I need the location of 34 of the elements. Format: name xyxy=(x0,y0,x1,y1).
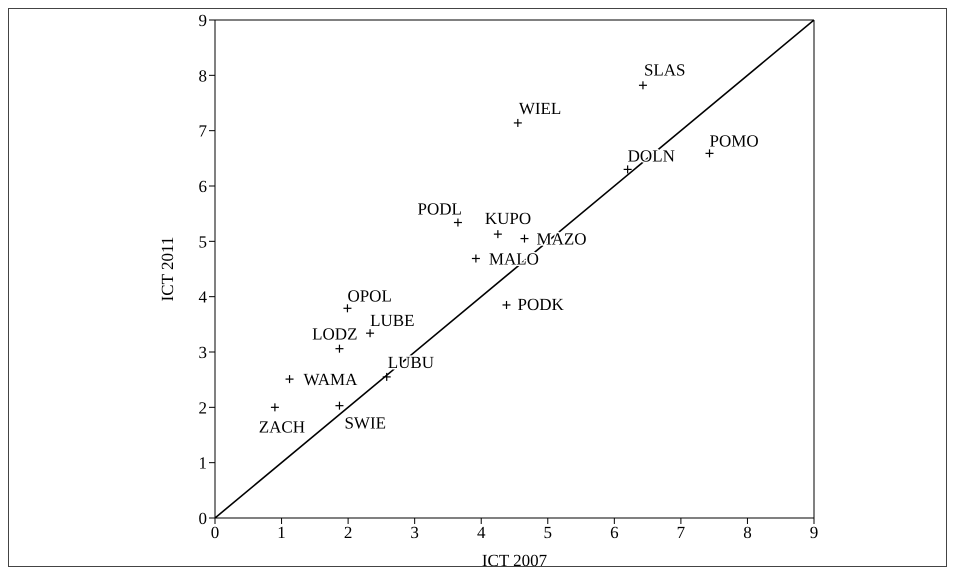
annotation: SLAS xyxy=(644,60,686,80)
y-tick-label: 9 xyxy=(198,11,207,30)
y-tick-label: 6 xyxy=(198,177,207,196)
y-axis-title: ICT 2011 xyxy=(158,236,178,302)
annotation: KUPO xyxy=(484,209,532,228)
y-tick-label: 3 xyxy=(198,343,207,362)
x-tick-label: 7 xyxy=(676,523,686,542)
annotation: SWIE xyxy=(344,414,386,433)
annotation: PODL xyxy=(418,200,462,219)
y-tick-label: 0 xyxy=(198,509,207,528)
x-tick-label: 5 xyxy=(544,523,552,542)
y-tick-label: 2 xyxy=(198,398,207,418)
x-tick-label: 0 xyxy=(210,523,220,542)
annotation: WAMA xyxy=(304,370,358,390)
annotation: LODZ xyxy=(312,324,358,344)
x-tick-label: 4 xyxy=(476,523,486,542)
annotation: POMO xyxy=(710,131,759,150)
annotation: WIEL xyxy=(518,98,562,118)
x-tick-label: 8 xyxy=(743,523,752,542)
annotation: OPOL xyxy=(347,286,392,306)
y-tick-label: 8 xyxy=(198,66,207,86)
x-tick-label: 1 xyxy=(277,523,286,542)
x-tick-label: 9 xyxy=(810,523,818,542)
x-axis-title: ICT 2007 xyxy=(482,551,548,570)
y-tick-label: 5 xyxy=(198,232,207,252)
y-tick-label: 4 xyxy=(198,288,208,307)
y-tick-label: 1 xyxy=(198,454,207,473)
x-tick-label: 2 xyxy=(344,523,352,542)
x-tick-label: 6 xyxy=(610,523,619,542)
annotation: ZACH xyxy=(258,417,306,436)
annotation: LUBE xyxy=(370,311,414,330)
annotation: PODK xyxy=(518,294,565,314)
y-tick-label: 7 xyxy=(198,122,208,141)
x-tick-label: 3 xyxy=(410,523,419,542)
